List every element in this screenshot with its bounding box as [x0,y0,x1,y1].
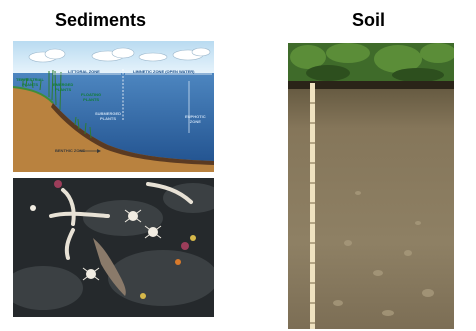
tube-worms [49,182,193,260]
plants [22,69,92,139]
label-submerged-plants: SUBMERGED PLANTS [95,111,122,121]
zone-arrows [53,69,212,133]
label-emerged-plants: EMERGED PLANTS [53,82,74,92]
clouds [28,47,211,63]
label-benthic-zone: BENTHIC ZONE [55,148,85,153]
crab-legs [82,209,162,281]
sediments-heading: Sediments [55,10,147,30]
label-limnetic-zone: LIMNETIC ZONE (OPEN WATER) [133,69,195,74]
deep-sea-sediment-photo [13,178,214,317]
soil-profile-graphic [288,43,454,329]
lake-bank [13,87,214,172]
lake-diagram-graphic [13,41,214,172]
sediment-photo-graphic [13,178,214,317]
label-littoral-zone: LITTORAL ZONE [68,69,100,74]
soil-profile-photo [288,43,454,329]
label-floating-plants: FLOATING PLANTS [81,92,102,102]
lake-zones-diagram: TERRESTRIAL PLANTS EMERGED PLANTS LITTORAL… [13,41,214,172]
soil-heading: Soil [352,10,386,30]
label-euphotic-zone: EUPHOTIC ZONE [185,114,206,124]
measuring-tape [310,83,315,329]
fish [93,238,126,296]
label-terrestrial-plants: TERRESTRIAL PLANTS [16,77,44,87]
pebbles [333,191,434,316]
